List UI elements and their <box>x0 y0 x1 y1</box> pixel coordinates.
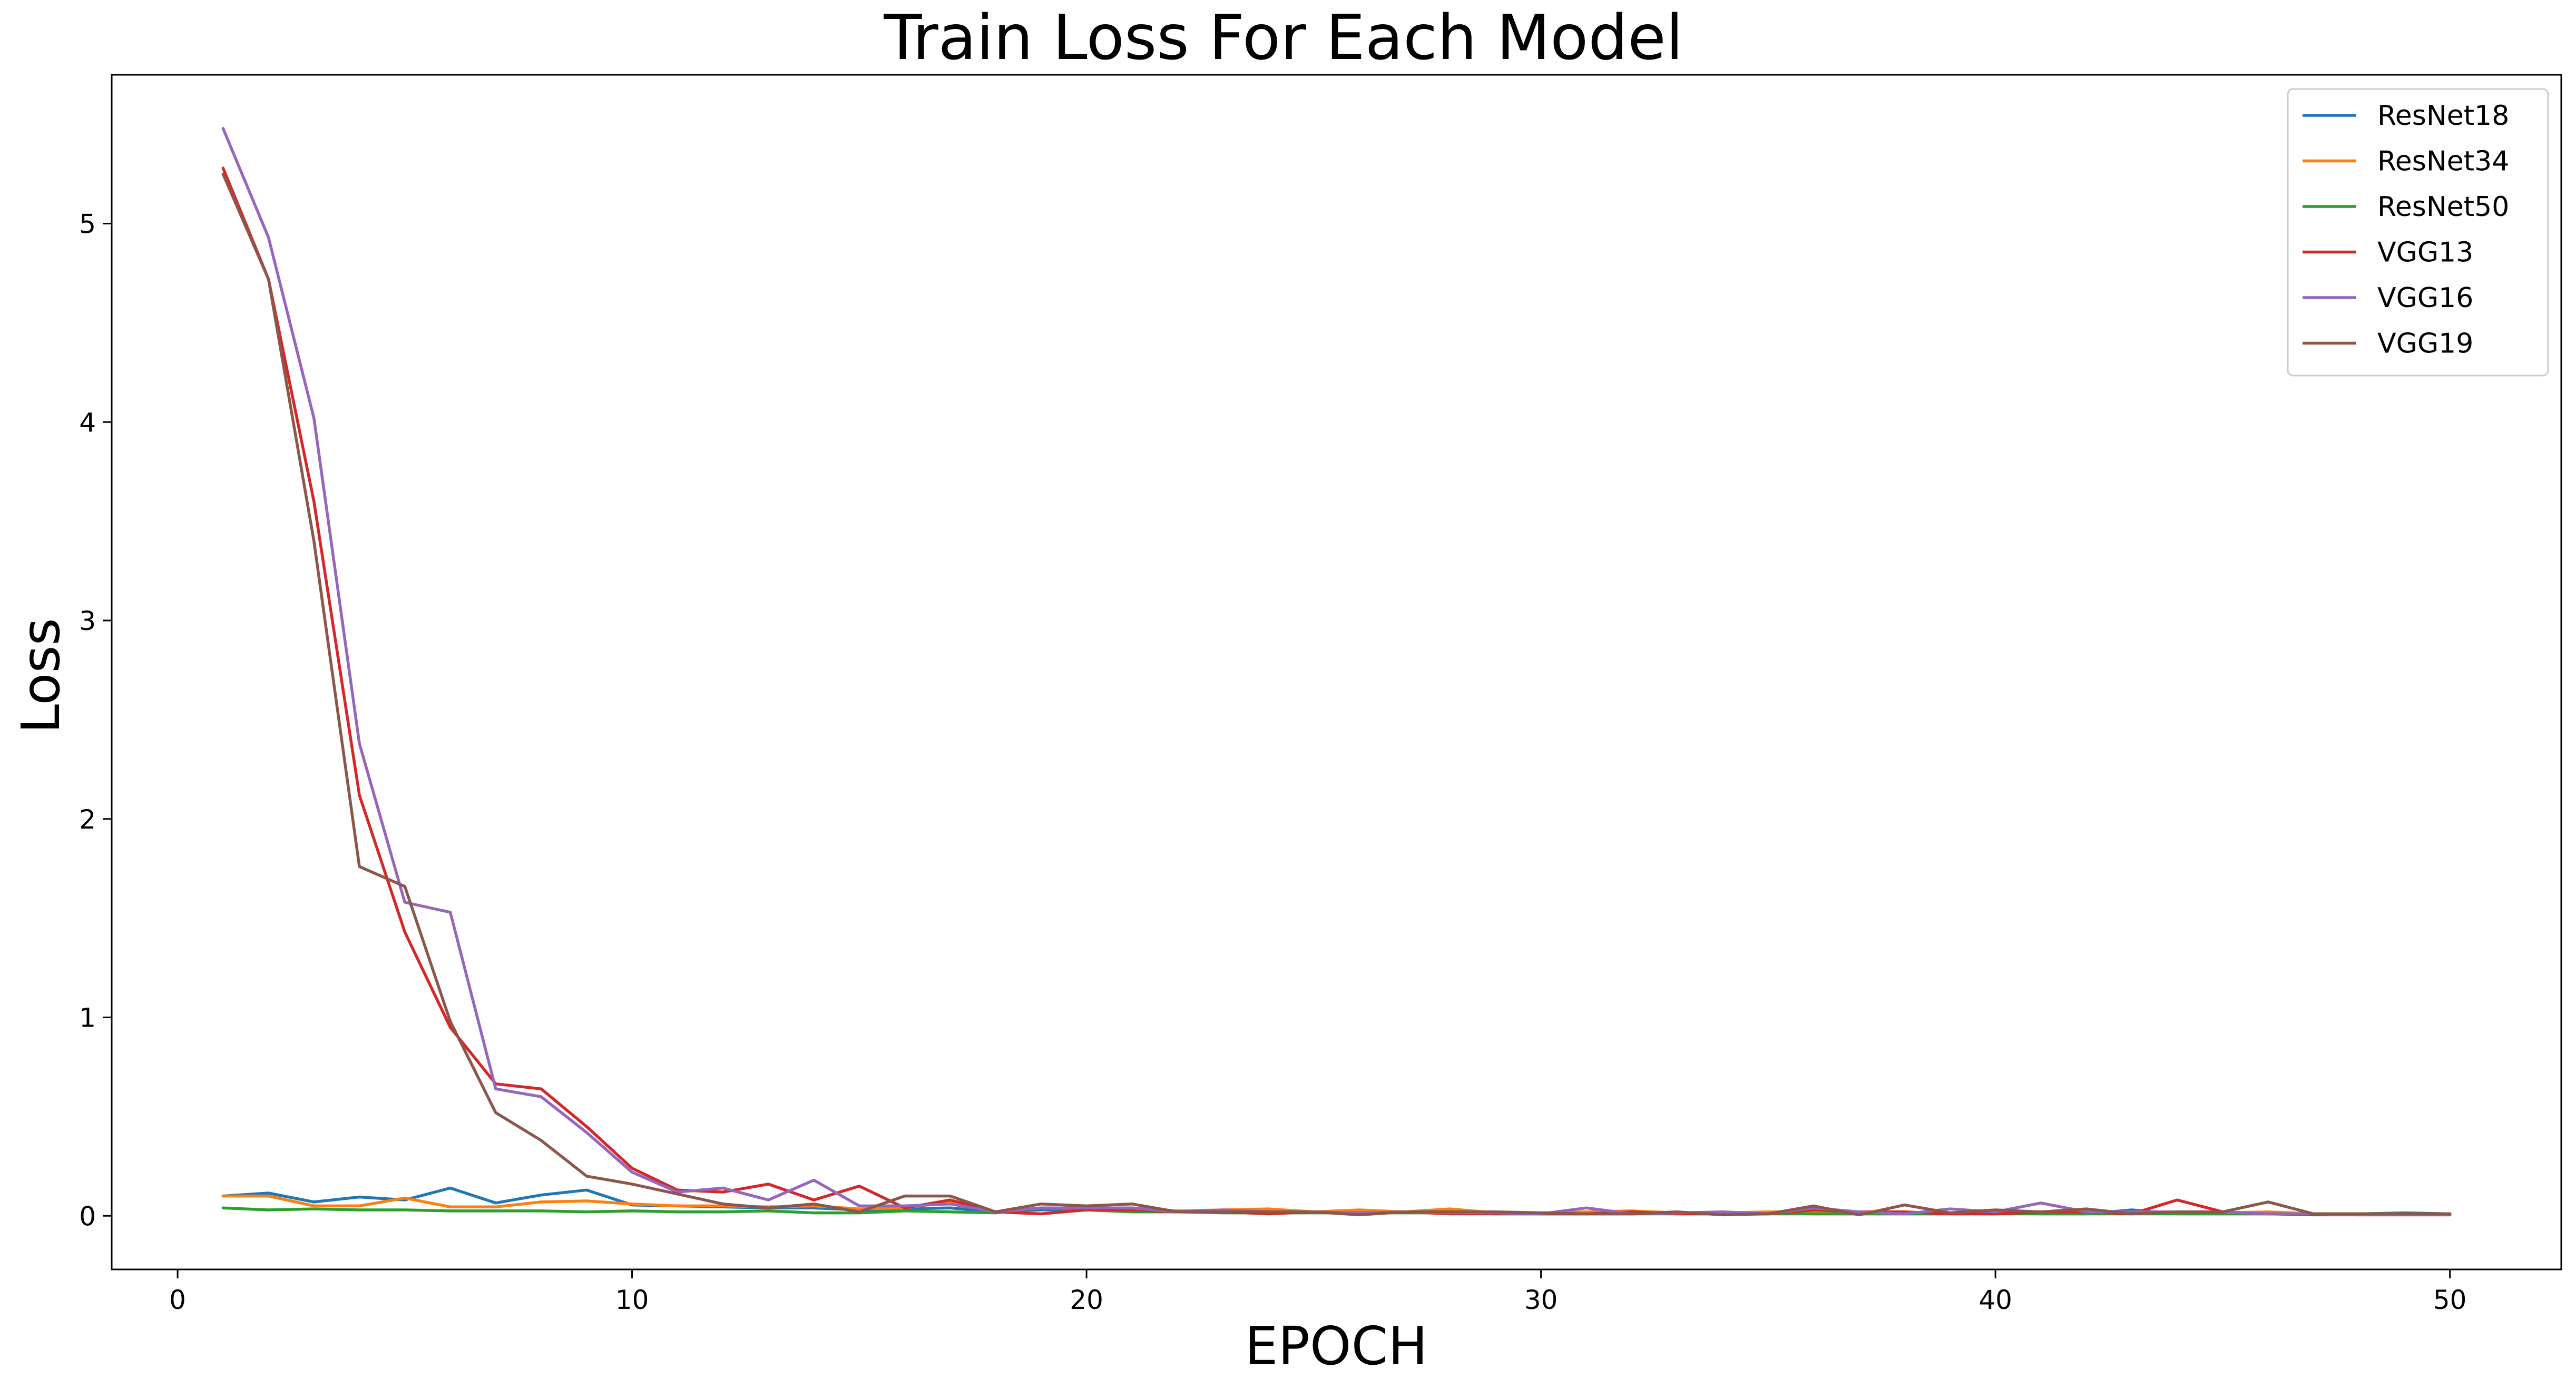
x-tick-label: 50 <box>2433 1285 2467 1315</box>
y-axis-label: Loss <box>10 618 72 733</box>
legend: ResNet18 ResNet34 ResNet50 VGG13 VGG16 VGG19 <box>2287 88 2549 377</box>
x-tick-label: 20 <box>1070 1285 1103 1315</box>
y-tick-label: 0 <box>79 1201 96 1232</box>
legend-label-vgg16: VGG16 <box>2377 282 2473 314</box>
series-lines <box>221 126 2452 1217</box>
series-line-vgg13 <box>221 166 2452 1217</box>
x-tick-label: 30 <box>1524 1285 1558 1315</box>
y-tick-label: 4 <box>79 407 96 438</box>
legend-label-resnet34: ResNet34 <box>2377 146 2509 178</box>
y-tick-label: 5 <box>79 209 96 240</box>
legend-label-vgg13: VGG13 <box>2377 237 2473 269</box>
y-tick-label: 3 <box>79 606 96 636</box>
legend-label-resnet50: ResNet50 <box>2377 191 2509 223</box>
plot-area <box>111 74 2562 1270</box>
x-axis: 0 10 20 30 40 50 <box>169 1269 2466 1315</box>
x-axis-label: EPOCH <box>1245 1315 1427 1377</box>
x-tick-label: 0 <box>169 1285 186 1315</box>
chart-title: Train Loss For Each Model <box>883 1 1683 74</box>
legend-label-vgg19: VGG19 <box>2377 328 2473 360</box>
legend-label-resnet18: ResNet18 <box>2377 100 2509 132</box>
plot-frame <box>111 74 2562 1270</box>
x-tick-label: 10 <box>615 1285 649 1315</box>
y-axis: 0 1 2 3 4 5 <box>79 209 112 1232</box>
series-line-vgg16 <box>221 126 2452 1217</box>
x-tick-label: 40 <box>1978 1285 2012 1315</box>
y-tick-label: 2 <box>79 804 96 835</box>
series-line-vgg19 <box>221 172 2452 1217</box>
y-tick-label: 1 <box>79 1003 96 1033</box>
